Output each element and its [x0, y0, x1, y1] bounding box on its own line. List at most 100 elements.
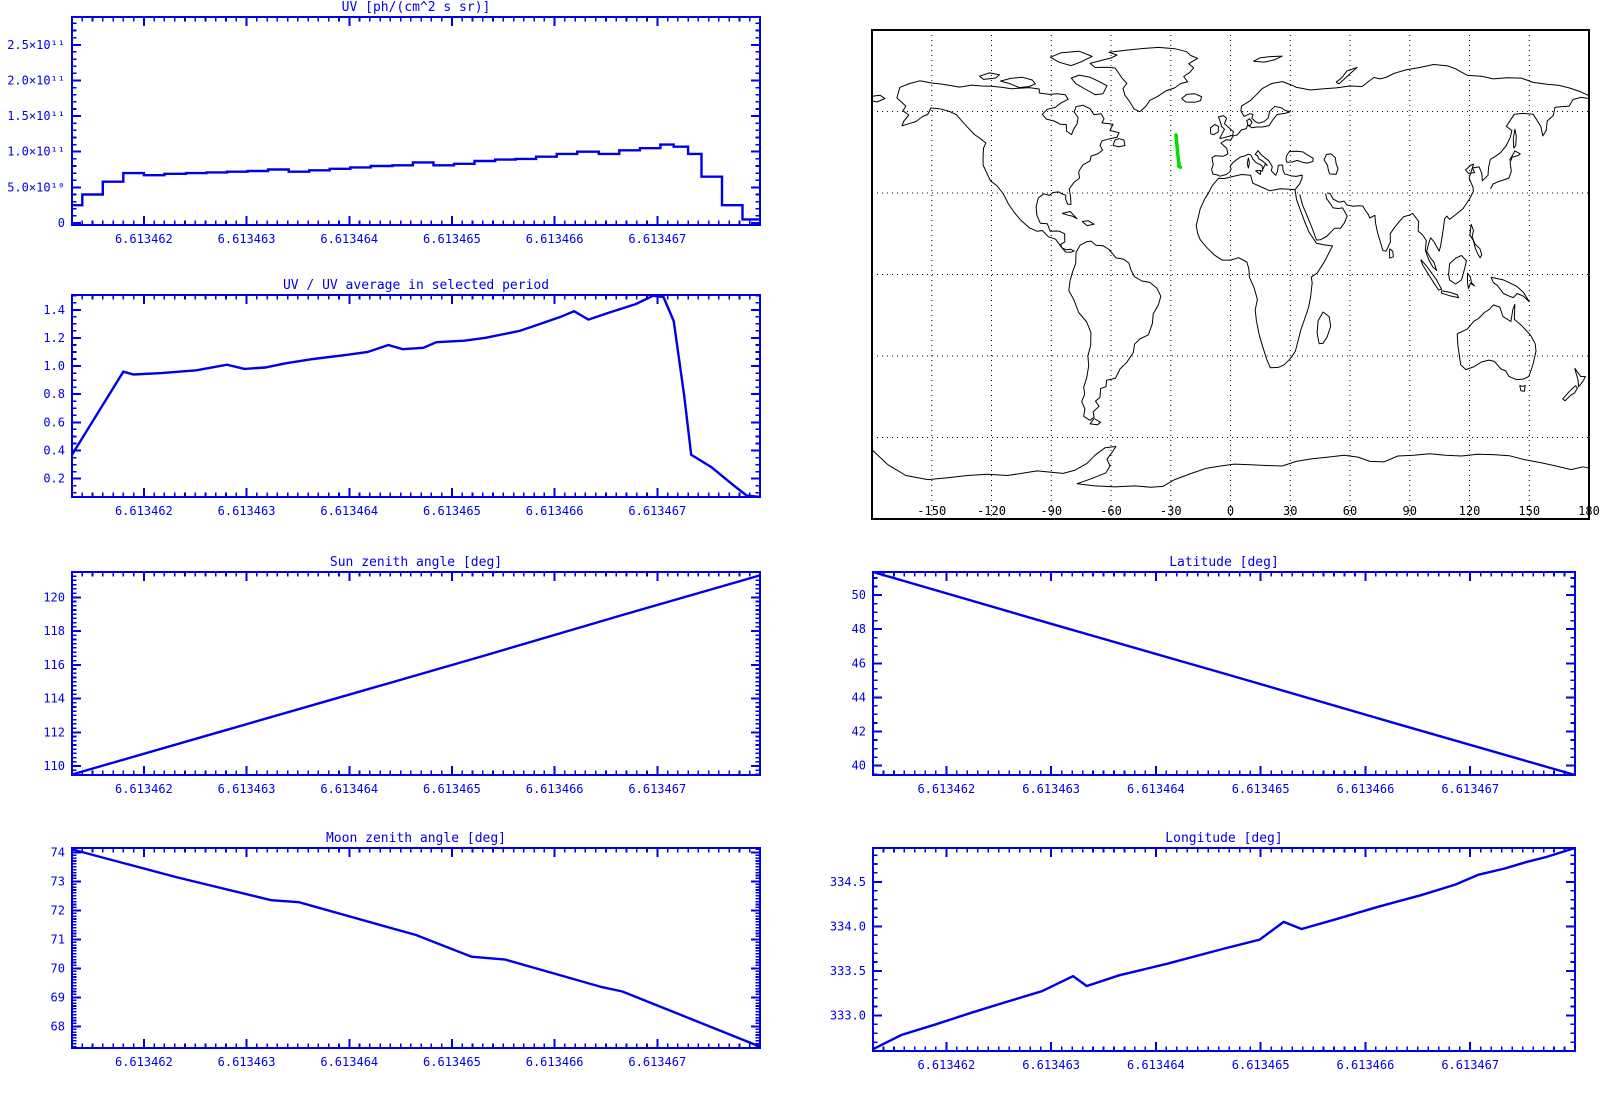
y-tick-label: 333.5 [830, 964, 866, 978]
x-tick-label: 6.613465 [423, 782, 481, 796]
data-series [872, 570, 1576, 777]
minor-ticks [71, 294, 761, 497]
y-tick-label: 112 [43, 725, 65, 739]
y-tick-label: 1.4 [43, 303, 65, 317]
graticule [872, 30, 1589, 519]
coastline-africa [1195, 174, 1333, 369]
map-lon-label: -30 [1160, 504, 1182, 518]
coastline-sumatra [1420, 259, 1443, 291]
coastline-arabia [1299, 193, 1348, 241]
map-lon-label: 60 [1343, 504, 1357, 518]
x-tick-label: 6.613467 [628, 782, 686, 796]
x-tick-label: 6.613465 [423, 504, 481, 518]
y-tick-label: 72 [51, 903, 65, 917]
y-tick-label: 116 [43, 658, 65, 672]
x-tick-label: 6.613467 [628, 1055, 686, 1069]
x-tick-label: 6.613465 [1232, 1058, 1290, 1072]
x-tick-label: 6.613462 [917, 782, 975, 796]
x-tick-label: 6.613466 [526, 782, 584, 796]
chart-sun-zenith: 6.613462 6.613463 6.613464 6.613465 6.613466… [43, 555, 761, 796]
minor-ticks [71, 848, 761, 1048]
data-series [71, 574, 761, 776]
minor-ticks [872, 572, 1576, 775]
x-tick-label: 6.613464 [320, 232, 378, 246]
coastline-baffin-island [1070, 74, 1108, 96]
coastline-tasmania [1519, 384, 1526, 392]
plot-frame [872, 571, 1576, 776]
coastline-north-america [896, 80, 1120, 253]
x-tick-label: 6.613464 [320, 504, 378, 518]
x-tick-label: 6.613463 [1022, 1058, 1080, 1072]
map-lon-label: 150 [1518, 504, 1540, 518]
x-tick-label: 6.613462 [115, 504, 173, 518]
map-lon-label: 0 [1227, 504, 1234, 518]
x-tick-label: 6.613464 [320, 782, 378, 796]
coastline-madagascar [1316, 311, 1332, 345]
map-lon-label: 90 [1403, 504, 1417, 518]
x-tick-label: 6.613463 [218, 232, 276, 246]
x-tick-label: 6.613466 [526, 1055, 584, 1069]
plot-frame [872, 847, 1576, 1052]
coastline-sakhalin [1512, 128, 1517, 149]
x-tick-label: 6.613464 [1127, 782, 1185, 796]
coastline-sri-lanka [1388, 248, 1394, 259]
y-tick-label: 73 [51, 874, 65, 888]
x-tick-label: 6.613467 [628, 232, 686, 246]
y-tick-label: 0.2 [43, 472, 65, 486]
coastline-caspian-sea [1323, 153, 1339, 175]
coastline-europe [1211, 81, 1292, 177]
plot-frame [71, 294, 761, 498]
x-tick-label: 6.613466 [1337, 782, 1395, 796]
chart-title: UV / UV average in selected period [283, 278, 549, 293]
chart-uv-ratio: 6.613462 6.613463 6.613464 6.613465 6.613466… [43, 278, 761, 518]
x-tick-label: 6.613466 [526, 232, 584, 246]
major-ticks [72, 295, 760, 497]
y-tick-label: 46 [852, 656, 866, 670]
y-tick-label: 120 [43, 590, 65, 604]
map-lon-label: -150 [917, 504, 946, 518]
y-tick-label: 5.0×10¹⁰ [7, 180, 65, 194]
plot-frame [71, 16, 761, 226]
y-tick-label: 2.0×10¹¹ [7, 73, 65, 87]
coastline-ireland [1210, 124, 1219, 136]
x-tick-label: 6.613462 [115, 1055, 173, 1069]
data-series [71, 848, 761, 1048]
chart-latitude: 6.613462 6.613463 6.613464 6.613465 6.613466… [852, 555, 1576, 796]
coastline-black-sea [1285, 150, 1314, 164]
coastline-new-zealand-north [1574, 367, 1586, 388]
x-tick-label: 6.613464 [320, 1055, 378, 1069]
chart-title: UV [ph/(cm^2 s sr)] [342, 0, 491, 15]
x-tick-label: 6.613463 [218, 1055, 276, 1069]
data-series [872, 846, 1576, 1051]
coastline-iceland [1181, 93, 1203, 103]
ground-track [1174, 133, 1183, 170]
major-ticks [72, 17, 760, 225]
x-tick-label: 6.613467 [628, 504, 686, 518]
x-tick-label: 6.613464 [1127, 1058, 1185, 1072]
coastline-victoria-island [1000, 76, 1036, 89]
map-lon-label: 30 [1283, 504, 1297, 518]
coastline-sicily [1255, 170, 1262, 175]
coastline-svalbard [1253, 55, 1283, 63]
x-tick-label: 6.613463 [1022, 782, 1080, 796]
coastline-asia-east-south-coast [1327, 96, 1590, 271]
x-tick-label: 6.613466 [1337, 1058, 1395, 1072]
y-tick-label: 0.6 [43, 415, 65, 429]
x-tick-label: 6.613465 [1232, 782, 1290, 796]
coastline-antarctica [871, 446, 1590, 488]
map-lon-label: -120 [977, 504, 1006, 518]
map-lon-label: -60 [1100, 504, 1122, 518]
y-tick-label: 0.4 [43, 444, 65, 458]
coastline-novaya-zemlya [1335, 67, 1358, 85]
chart-moon-zenith: 6.613462 6.613463 6.613464 6.613465 6.613466… [51, 831, 761, 1069]
y-tick-label: 110 [43, 759, 65, 773]
coastline-java [1441, 290, 1459, 299]
x-tick-label: 6.613467 [1441, 782, 1499, 796]
coastline-new-guinea [1490, 276, 1530, 303]
coastline-philippines [1469, 224, 1483, 259]
coastline-hispaniola [1081, 220, 1095, 227]
coastline-ellesmere-island [1049, 50, 1093, 67]
coastline-tierra-del-fuego [1089, 418, 1102, 426]
